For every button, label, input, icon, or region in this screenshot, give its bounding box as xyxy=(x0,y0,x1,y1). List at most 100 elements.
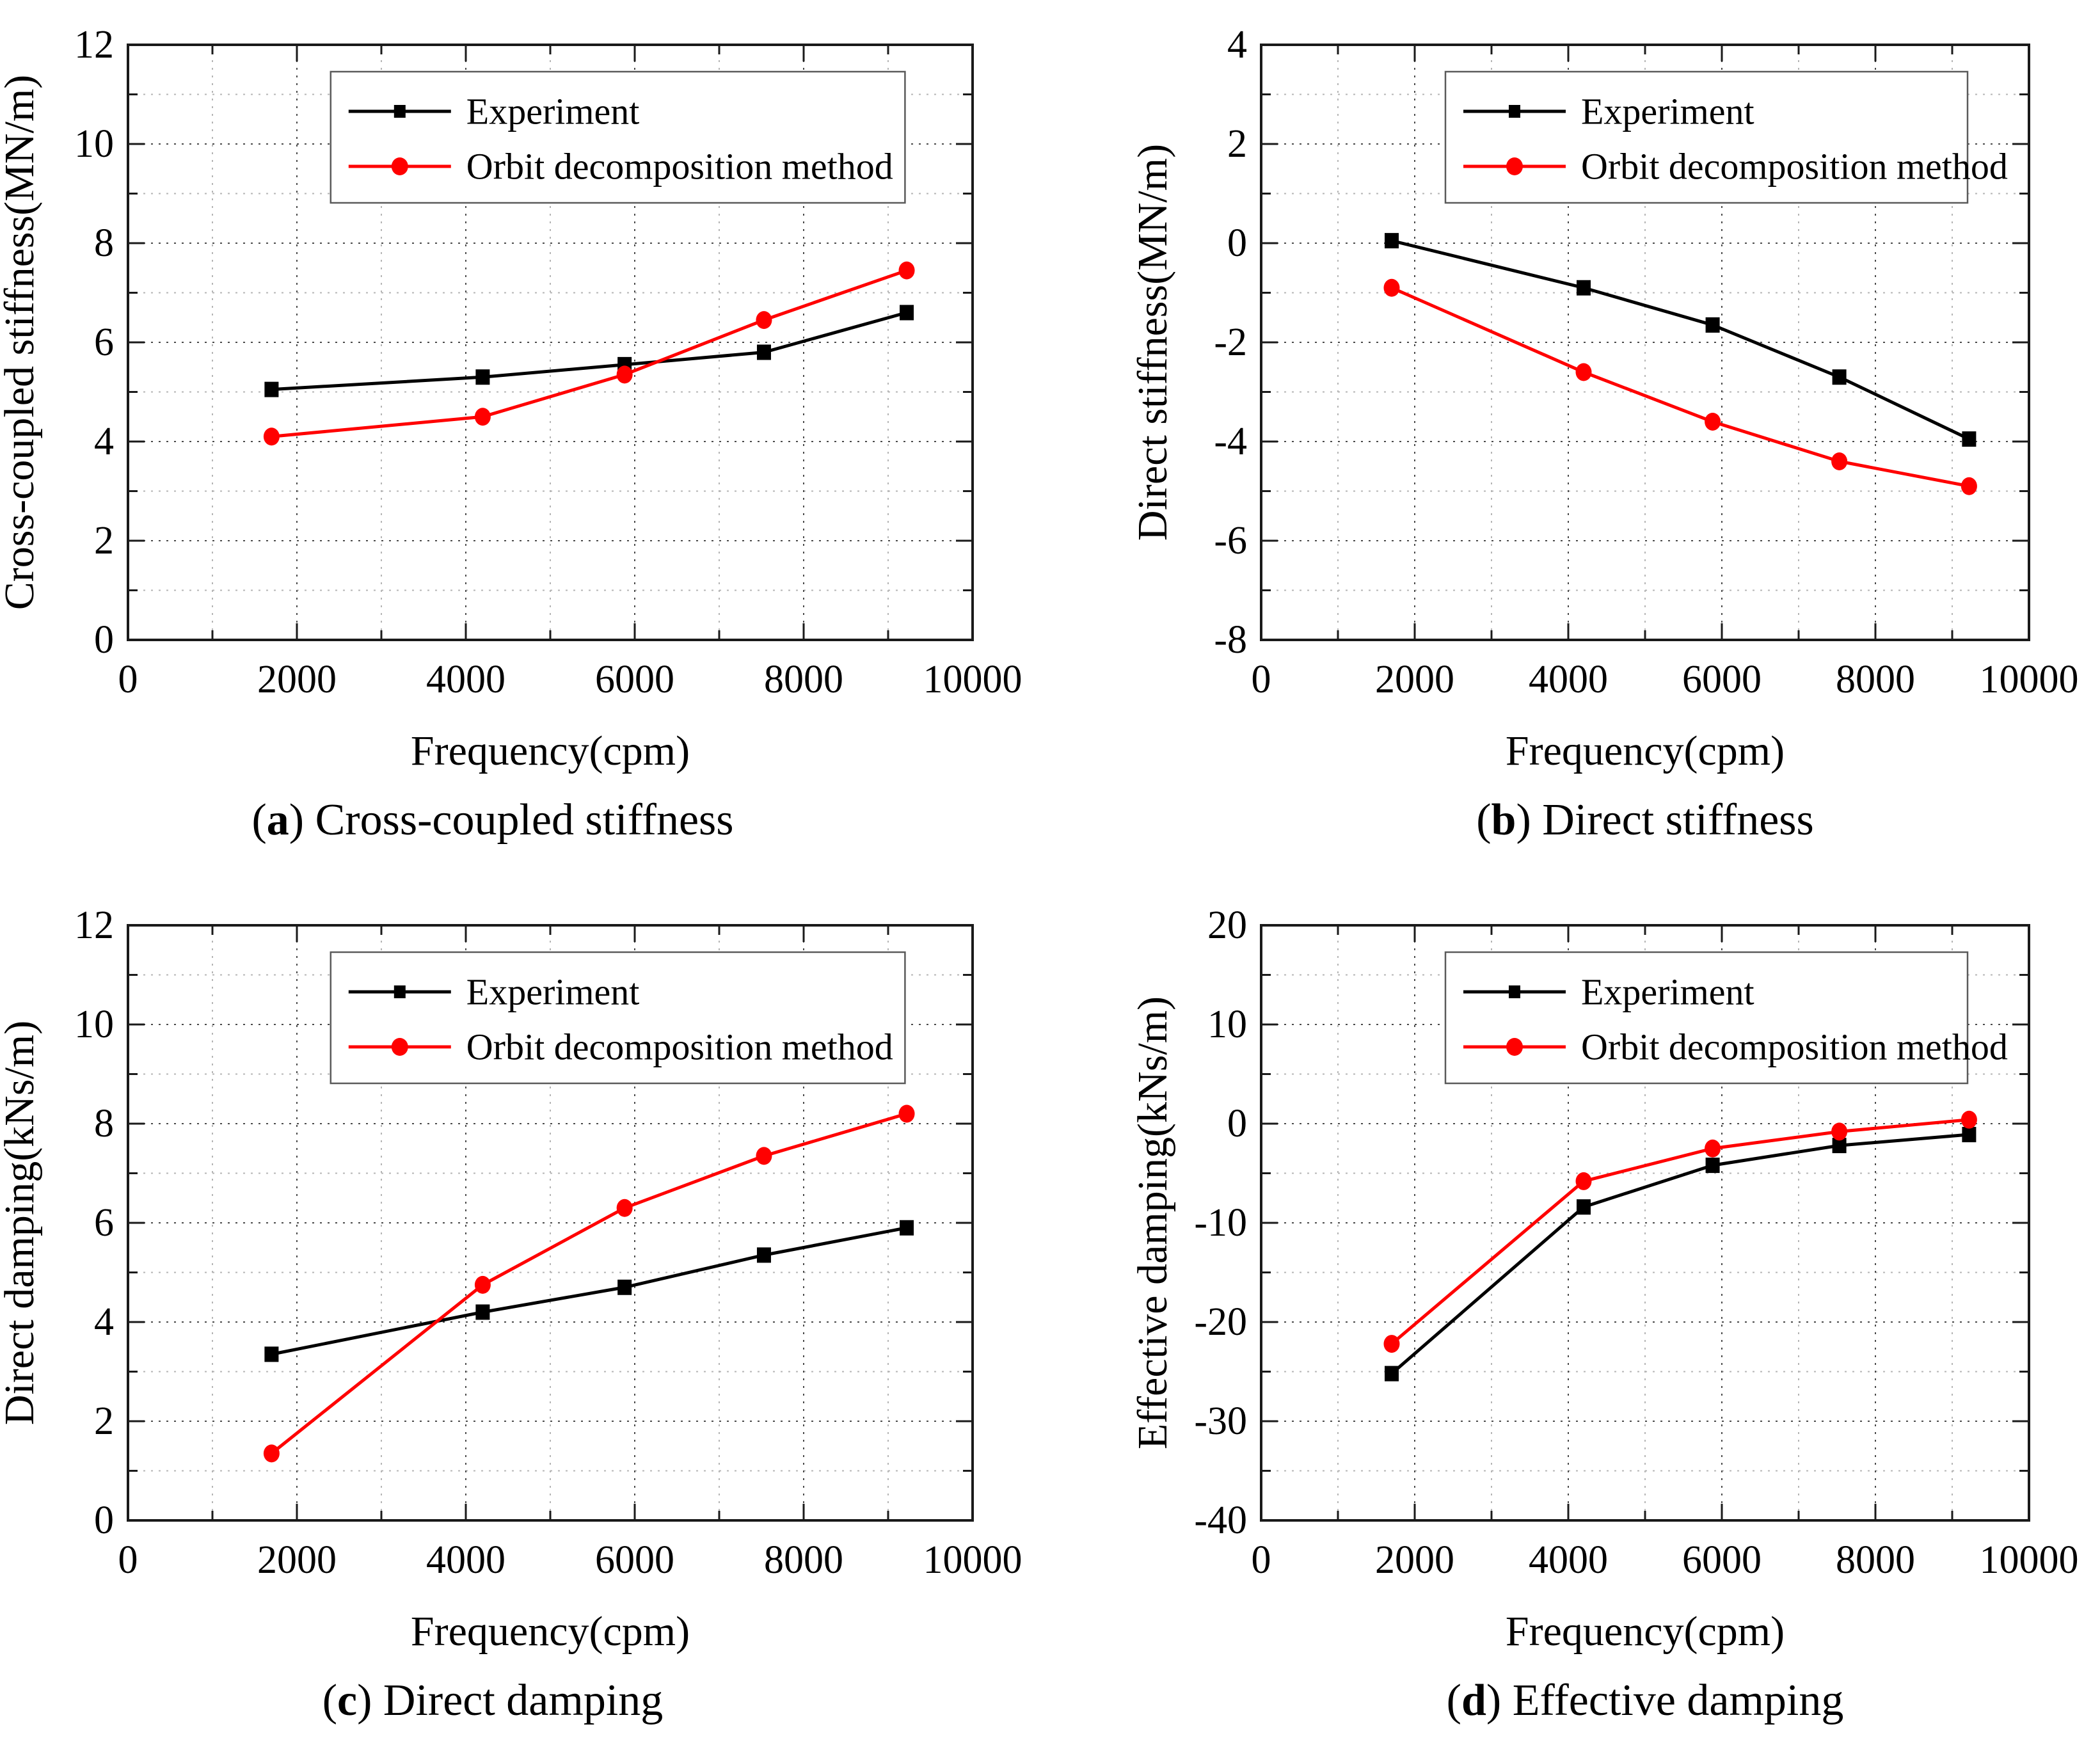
legend: Experiment Orbit decomposition method xyxy=(1444,951,2008,1085)
x-tick-label: 6000 xyxy=(595,658,674,701)
marker-square xyxy=(1385,1366,1399,1382)
caption-paren: ) xyxy=(357,1676,383,1725)
y-tick-label: 4 xyxy=(94,420,114,463)
legend-label: Orbit decomposition method xyxy=(1581,1026,2008,1068)
legend-box xyxy=(330,951,906,1085)
series-group xyxy=(263,1104,915,1463)
y-tick-label: -30 xyxy=(1194,1399,1247,1443)
legend-marker-circle xyxy=(391,157,408,175)
axes-and-labels: 0 2000 4000 6000 8000 10000 0 2 4 6 8 10 12 Frequency… xyxy=(0,23,1022,774)
marker-square xyxy=(1832,1138,1847,1154)
x-tick-label: 10000 xyxy=(923,1538,1022,1582)
legend-marker-square xyxy=(1509,105,1520,118)
marker-square xyxy=(1577,1199,1591,1215)
x-axis-title: Frequency(cpm) xyxy=(411,728,690,774)
y-tick-label: 12 xyxy=(74,904,114,947)
caption-paren: ( xyxy=(251,795,267,845)
chart-effective-damping: 0 2000 4000 6000 8000 10000 -40 -30 -20 -10 0 10 20 F… xyxy=(1129,904,2079,1655)
series-group xyxy=(263,261,915,446)
chart-direct-damping: 0 2000 4000 6000 8000 10000 0 2 4 6 8 10 12 Frequency… xyxy=(0,904,1022,1655)
chart-direct-stiffness: 0 2000 4000 6000 8000 10000 -8 -6 -4 -2 0 2 4 Frequen… xyxy=(1129,23,2079,774)
y-axis-title: Direct stiffness(MN/m) xyxy=(1129,144,1176,541)
x-tick-label: 6000 xyxy=(1682,658,1762,701)
x-tick-label: 8000 xyxy=(764,658,843,701)
series-line-orbit xyxy=(1390,286,1969,488)
series-line-orbit xyxy=(270,1112,907,1455)
caption-letter: b xyxy=(1491,795,1516,845)
marker-circle xyxy=(474,1275,491,1294)
y-tick-label: -40 xyxy=(1194,1499,1247,1542)
legend-marker-circle xyxy=(391,1038,408,1056)
marker-square xyxy=(1962,1127,1977,1143)
marker-square xyxy=(900,305,914,321)
y-tick-label: -20 xyxy=(1194,1300,1247,1344)
marker-square xyxy=(264,381,279,397)
x-tick-label: 6000 xyxy=(595,1538,674,1582)
caption-text: Effective damping xyxy=(1512,1676,1844,1725)
y-axis-title: Effective damping(kNs/m) xyxy=(1129,996,1176,1449)
panel-b: 0 2000 4000 6000 8000 10000 -8 -6 -4 -2 0 2 4 Frequen… xyxy=(1050,0,2100,881)
y-tick-label: -4 xyxy=(1214,420,1247,463)
marker-square xyxy=(756,344,771,360)
axes-and-labels: 0 2000 4000 6000 8000 10000 -8 -6 -4 -2 0 2 4 Frequen… xyxy=(1129,23,2079,774)
y-tick-label: 2 xyxy=(94,1399,114,1443)
marker-square xyxy=(756,1247,771,1263)
series-line-experiment xyxy=(271,1226,907,1356)
x-tick-label: 2000 xyxy=(257,1538,337,1582)
caption-paren: ( xyxy=(1476,795,1491,845)
caption-text: Direct stiffness xyxy=(1542,795,1814,845)
y-tick-label: -10 xyxy=(1194,1201,1247,1245)
plot-border xyxy=(1260,924,2030,1522)
marker-circle xyxy=(263,427,280,446)
x-tick-label: 10000 xyxy=(1980,1538,2079,1582)
caption-paren: ( xyxy=(322,1676,338,1725)
x-tick-label: 0 xyxy=(1252,658,1271,701)
marker-square xyxy=(900,1220,914,1236)
chart-cross-coupled-stiffness: 0 2000 4000 6000 8000 10000 0 2 4 6 8 10 12 Frequency… xyxy=(0,23,1022,774)
x-tick-label: 2000 xyxy=(257,658,337,701)
marker-circle xyxy=(1961,477,1977,495)
caption-d: (d) Effective damping xyxy=(1261,1656,2029,1746)
axes-and-labels: 0 2000 4000 6000 8000 10000 -40 -30 -20 -10 0 10 20 F… xyxy=(1129,904,2079,1655)
y-tick-label: 0 xyxy=(94,618,114,662)
marker-circle xyxy=(1383,1335,1400,1353)
marker-square xyxy=(475,369,490,385)
x-tick-label: 6000 xyxy=(1682,1538,1762,1582)
y-tick-label: 0 xyxy=(94,1499,114,1542)
x-tick-label: 10000 xyxy=(1980,658,2079,701)
series-group xyxy=(1383,1110,1977,1382)
legend: Experiment Orbit decomposition method xyxy=(330,951,906,1085)
x-tick-label: 0 xyxy=(118,1538,138,1582)
y-tick-label: 8 xyxy=(94,221,114,265)
x-tick-label: 0 xyxy=(1252,1538,1271,1582)
x-axis-title: Frequency(cpm) xyxy=(1506,728,1785,774)
marker-circle xyxy=(1575,1172,1592,1190)
legend-label: Orbit decomposition method xyxy=(1581,146,2008,187)
plot-border xyxy=(1260,44,2030,641)
marker-square xyxy=(617,1279,632,1295)
legend-box xyxy=(330,70,906,204)
series-line-experiment xyxy=(1390,1133,1969,1375)
y-tick-label: 4 xyxy=(1227,23,1247,67)
y-tick-label: 8 xyxy=(94,1102,114,1145)
x-tick-label: 4000 xyxy=(1529,1538,1608,1582)
marker-circle xyxy=(1705,413,1721,431)
marker-square xyxy=(1832,369,1847,385)
y-tick-label: 2 xyxy=(94,519,114,562)
marker-circle xyxy=(1961,1110,1977,1129)
y-axis-title: Cross-coupled stiffness(MN/m) xyxy=(0,75,43,610)
series-line-orbit xyxy=(271,269,907,438)
legend-label: Orbit decomposition method xyxy=(466,1026,893,1068)
x-tick-label: 8000 xyxy=(1836,658,1915,701)
y-tick-label: 20 xyxy=(1207,904,1247,947)
marker-circle xyxy=(898,261,915,280)
caption-letter: c xyxy=(337,1676,358,1725)
x-tick-label: 8000 xyxy=(764,1538,843,1582)
caption-letter: a xyxy=(266,795,289,845)
caption-letter: d xyxy=(1461,1676,1486,1725)
caption-c: (c) Direct damping xyxy=(0,1656,985,1746)
marker-circle xyxy=(474,408,491,426)
y-tick-label: -6 xyxy=(1214,519,1247,562)
x-tick-label: 4000 xyxy=(426,658,505,701)
